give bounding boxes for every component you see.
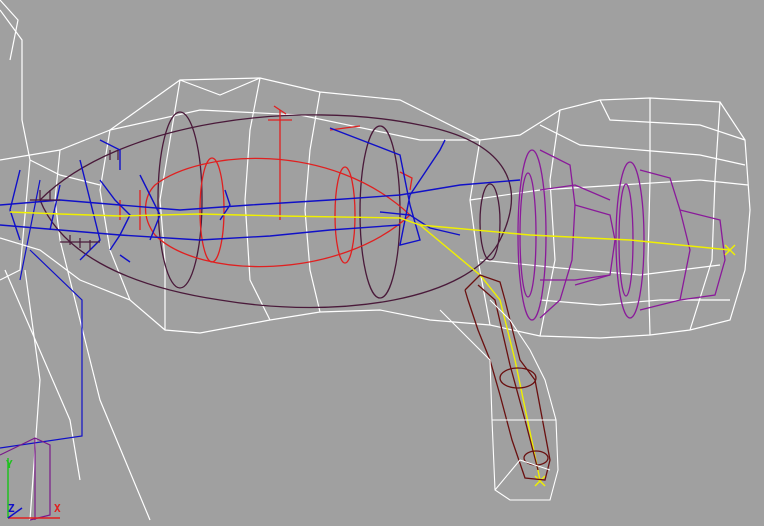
body-ellipse — [39, 111, 513, 309]
left-frame-mesh — [0, 0, 151, 521]
leg-mesh — [464, 274, 551, 481]
axis-tripod-icon — [7, 458, 60, 519]
axis-label-z: Z — [8, 502, 15, 515]
purple-joint-rings — [517, 149, 726, 321]
axis-label-y: Y — [6, 458, 13, 471]
blue-bone-chain — [0, 127, 521, 263]
leg-white-shell — [439, 299, 559, 501]
left-purple-box — [0, 437, 51, 521]
yellow-bone — [9, 211, 736, 487]
hull-mesh — [0, 77, 751, 339]
joint-ticks — [30, 150, 119, 250]
axis-label-x: X — [54, 502, 61, 515]
red-control-rig — [119, 105, 413, 268]
left-blue-frame — [0, 179, 83, 449]
